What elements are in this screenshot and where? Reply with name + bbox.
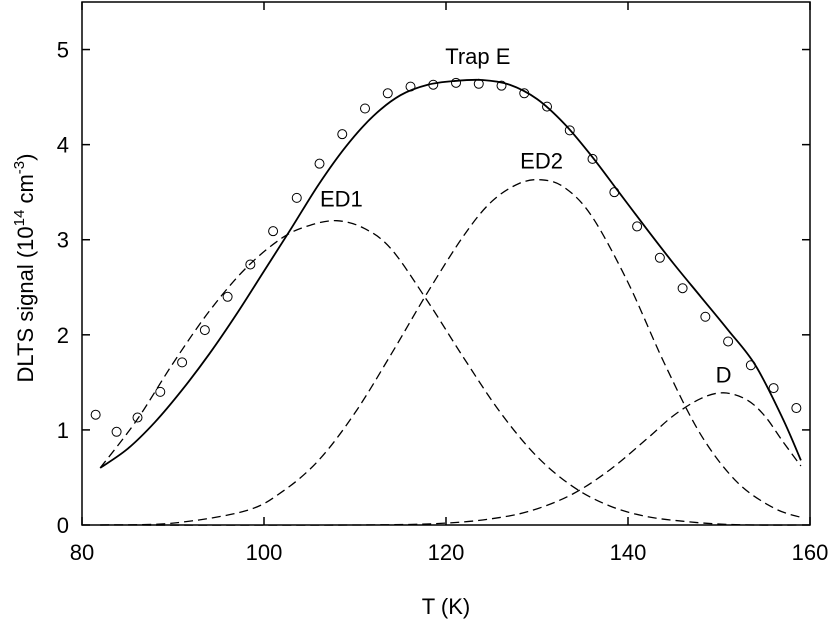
data-point-26 (677, 283, 688, 294)
y-title-mid: cm (13, 174, 38, 209)
data-point-21 (564, 125, 575, 136)
data-point-28 (723, 336, 734, 347)
plot-frame (81, 1, 811, 526)
data-point-30 (768, 383, 779, 394)
fit-line-ed1 (99, 220, 801, 526)
data-point-9 (291, 192, 302, 203)
data-point-11 (337, 129, 348, 140)
data-point-5 (199, 325, 210, 336)
annotation-ed2: ED2 (520, 148, 563, 173)
y-tick-label-0: 0 (57, 513, 69, 538)
y-tick-label-3: 3 (57, 228, 69, 253)
data-point-7 (245, 259, 256, 270)
x-tick-label-80: 80 (70, 540, 94, 565)
fit-line-d (100, 392, 802, 526)
data-point-22 (587, 153, 598, 164)
y-title-suffix: ) (13, 154, 38, 161)
data-point-24 (632, 221, 643, 232)
axis-ticks: 80 100 120 140 160 0 1 2 3 4 5 (57, 2, 829, 565)
annotation-d: D (716, 362, 732, 387)
data-point-13 (382, 88, 393, 99)
data-point-25 (654, 252, 665, 263)
series-layer (90, 77, 802, 526)
y-title-exponent-1: 14 (11, 210, 28, 227)
data-point-6 (222, 291, 233, 302)
y-tick-label-2: 2 (57, 323, 69, 348)
x-tick-label-120: 120 (428, 540, 465, 565)
data-point-10 (314, 158, 325, 169)
y-tick-label-4: 4 (57, 133, 69, 158)
data-point-20 (542, 101, 553, 112)
data-point-27 (700, 311, 711, 322)
fit-line-ed2 (100, 178, 802, 526)
y-title-exponent-2: -3 (11, 161, 28, 174)
annotation-trap-e: Trap E (445, 44, 510, 69)
data-point-1 (111, 426, 122, 437)
y-axis-title: DLTS signal (1014 cm-3) (11, 154, 38, 383)
data-point-3 (155, 386, 166, 397)
x-tick-label-160: 160 (792, 540, 829, 565)
x-tick-label-140: 140 (610, 540, 647, 565)
data-point-2 (132, 412, 143, 423)
x-tick-label-100: 100 (246, 540, 283, 565)
y-tick-label-1: 1 (57, 418, 69, 443)
annotation-ed1: ED1 (320, 186, 363, 211)
data-point-16 (451, 77, 462, 88)
annotation-layer: Trap E ED1 ED2 D (320, 44, 732, 388)
total-fit-line (99, 78, 802, 469)
y-title-prefix: DLTS signal (10 (13, 226, 38, 382)
data-point-8 (268, 226, 279, 237)
data-point-12 (360, 103, 371, 114)
y-tick-label-5: 5 (57, 38, 69, 63)
data-point-31 (791, 403, 802, 414)
data-point-18 (496, 80, 507, 91)
data-point-4 (177, 357, 188, 368)
data-point-0 (90, 409, 101, 420)
x-axis-title: T (K) (422, 594, 470, 619)
